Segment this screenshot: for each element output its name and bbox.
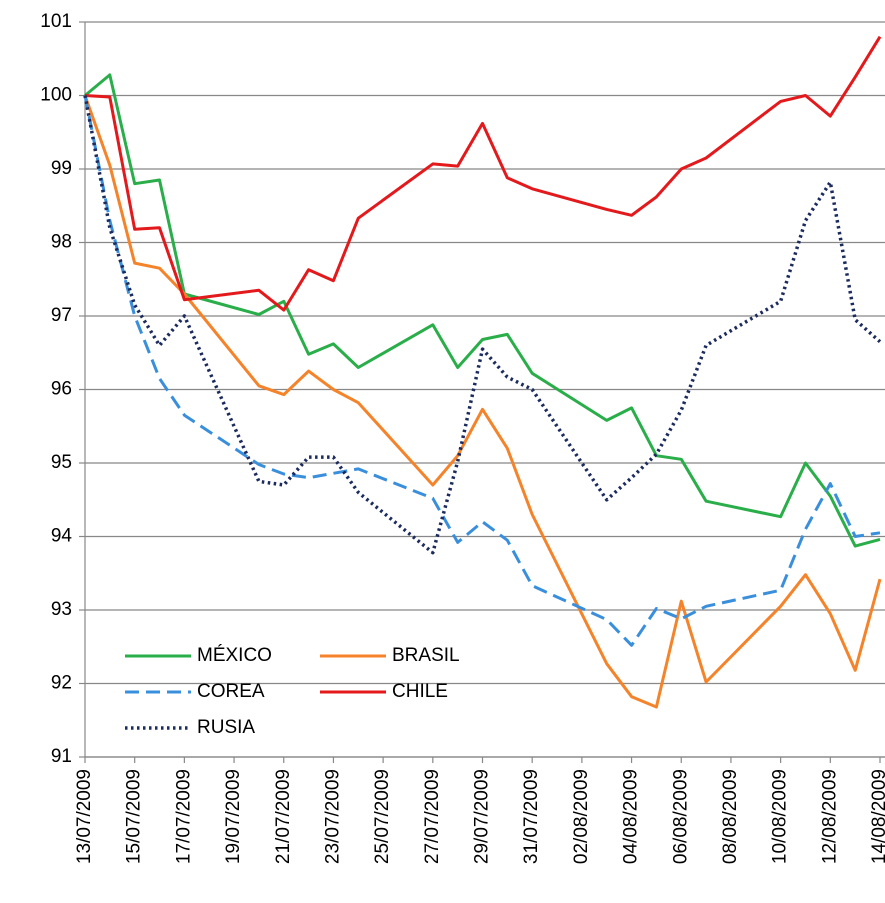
x-tick-label: 13/07/2009	[74, 769, 95, 864]
legend-label: RUSIA	[197, 717, 255, 738]
y-tick-label: 101	[40, 11, 72, 32]
y-tick-label: 98	[51, 232, 72, 253]
series-line	[83, 95, 881, 647]
y-tick-label: 94	[51, 526, 73, 547]
y-tick-label: 92	[51, 673, 72, 694]
series-line	[83, 95, 882, 555]
x-tick-label: 10/08/2009	[770, 769, 791, 864]
x-tick-label: 14/08/2009	[869, 769, 885, 864]
y-tick-label: 93	[51, 599, 72, 620]
series-line	[84, 35, 882, 312]
legend-label: MÉXICO	[197, 645, 272, 666]
x-tick-label: 25/07/2009	[372, 769, 393, 864]
y-tick-label: 97	[51, 305, 72, 326]
legend-label: CHILE	[392, 681, 448, 702]
x-tick-label: 21/07/2009	[273, 769, 294, 864]
x-tick-label: 08/08/2009	[720, 769, 741, 864]
x-tick-label: 17/07/2009	[173, 769, 194, 864]
x-tick-label: 02/08/2009	[571, 769, 592, 864]
y-tick-label: 91	[51, 746, 72, 767]
x-tick-label: 23/07/2009	[322, 769, 343, 864]
x-tick-label: 31/07/2009	[521, 769, 542, 864]
series-line	[83, 94, 882, 709]
y-tick-label: 95	[51, 452, 72, 473]
y-tick-label: 99	[51, 158, 72, 179]
legend-label: COREA	[197, 681, 265, 702]
y-tick-label: 96	[51, 379, 72, 400]
x-tick-label: 15/07/2009	[124, 769, 145, 864]
x-tick-label: 12/08/2009	[819, 769, 840, 864]
legend-label: BRASIL	[392, 645, 460, 666]
y-tick-label: 100	[40, 85, 72, 106]
x-tick-label: 27/07/2009	[422, 769, 443, 864]
x-tick-label: 04/08/2009	[621, 769, 642, 864]
x-tick-label: 19/07/2009	[223, 769, 244, 864]
x-tick-label: 06/08/2009	[670, 769, 691, 864]
series-line	[84, 73, 881, 548]
x-tick-label: 29/07/2009	[472, 769, 493, 864]
